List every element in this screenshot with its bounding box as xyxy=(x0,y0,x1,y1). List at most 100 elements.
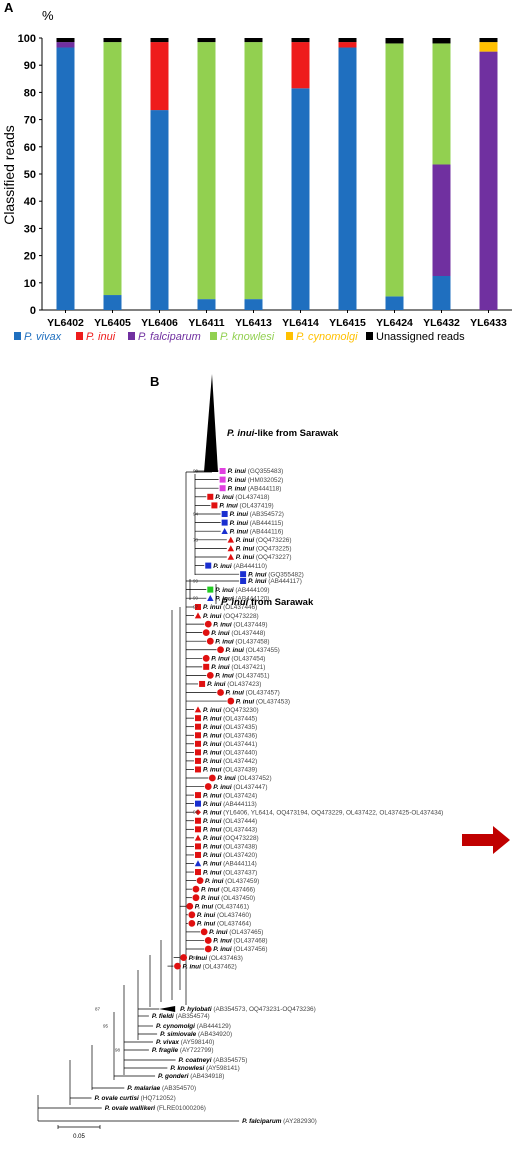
leaf-label-19: P. inui (OL437448) xyxy=(211,630,265,637)
leaf-marker-circle-58 xyxy=(174,962,181,970)
leaf-marker-square-32 xyxy=(195,740,201,747)
leaf-label-10: P. inui (OQ473227) xyxy=(236,554,292,561)
x-tick-label-YL6411: YL6411 xyxy=(188,317,224,329)
bar-segment-YL6414-5 xyxy=(291,38,310,43)
scale-bar-label: 0.05 xyxy=(73,1134,85,1140)
leaf-label-49: P. inui (OL437466) xyxy=(201,886,255,893)
leaf-label-40: P. inui (YL6406, YL6414, OQ473194, OQ473… xyxy=(203,809,443,816)
x-tick-label-YL6414: YL6414 xyxy=(282,317,319,329)
bar-segment-YL6433-5 xyxy=(479,38,498,43)
tree-leaves: P. inui (GQ355483)P. inui (HM032052)P. i… xyxy=(95,468,443,1125)
y-tick-label: 70 xyxy=(24,115,36,127)
leaf-marker-square-1 xyxy=(219,476,226,483)
leaf-label-53: P. inui (OL437464) xyxy=(197,921,251,928)
leaf-label-12: P. inui (GQ355482) xyxy=(248,571,304,578)
leaf-label-2: P. inui (AB444118) xyxy=(228,485,282,492)
leaf-marker-square-44 xyxy=(195,843,201,850)
bar-segment-YL6402-0 xyxy=(56,47,75,311)
leaf-marker-square-2 xyxy=(219,485,226,492)
leaf-marker-triangle-46 xyxy=(194,860,202,867)
bar-segment-YL6432-3 xyxy=(432,43,451,165)
leaf-label-6: P. inui (AB444115) xyxy=(230,520,284,527)
leaf-label-15: P. inui (AB444120) xyxy=(215,595,269,602)
legend-swatch-inui xyxy=(76,332,83,340)
leaf-marker-square-33 xyxy=(195,749,201,756)
leaf-label-3: P. inui (OL437418) xyxy=(215,494,269,501)
bar-segment-YL6424-3 xyxy=(385,43,404,297)
leaf-label-66: P. knowlesi (AY598141) xyxy=(170,1065,239,1072)
leaf-label-39: P. inui (AB444113) xyxy=(203,801,257,808)
y-axis-title: Classified reads xyxy=(1,125,17,225)
leaf-label-20: P. inui (OL437458) xyxy=(215,638,269,645)
bootstrap-values: 99 94 73 99 99 97 98 69 87 95 98 99 xyxy=(95,0,199,1053)
legend-swatch-cynomolgi xyxy=(286,332,293,340)
bootstrap-value-7: 69 xyxy=(193,955,199,960)
y-tick-label: 90 xyxy=(24,60,36,72)
bar-segment-YL6402-2 xyxy=(56,42,75,48)
legend-swatch-falciparum xyxy=(128,332,135,340)
legend-swatch-knowlesi xyxy=(210,332,217,340)
tree-branches xyxy=(37,470,240,1122)
leaf-label-7: P. inui (AB444116) xyxy=(230,528,284,535)
x-tick-label-YL6415: YL6415 xyxy=(329,317,366,329)
legend-label-vivax: P. vivax xyxy=(24,331,62,343)
leaf-marker-square-42 xyxy=(195,826,201,833)
leaf-label-23: P. inui (OL437421) xyxy=(211,664,265,671)
y-tick-label: 80 xyxy=(24,87,36,99)
bar-segment-YL6432-2 xyxy=(432,164,451,276)
leaf-label-24: P. inui (OL437451) xyxy=(215,673,269,680)
bar-segment-YL6413-0 xyxy=(244,299,263,310)
leaf-label-52: P. inui (OL437460) xyxy=(197,912,251,919)
leaf-marker-square-3 xyxy=(207,493,214,500)
leaf-marker-square-5 xyxy=(221,511,228,517)
bar-segment-YL6414-0 xyxy=(291,88,310,310)
bar-segment-YL6432-0 xyxy=(432,276,451,310)
leaf-label-17: P. inui (OQ473228) xyxy=(203,613,259,620)
panel-b-phylogenetic-tree: B P. inui (GQ355483)P. inui (HM032052)P.… xyxy=(37,0,510,1140)
leaf-marker-square-6 xyxy=(221,519,228,526)
leaf-label-18: P. inui (OL437449) xyxy=(213,621,267,628)
bar-segment-YL6433-4 xyxy=(479,42,498,52)
leaf-marker-square-31 xyxy=(195,732,201,739)
leaf-marker-circle-57 xyxy=(180,954,188,961)
legend-label-unassigned: Unassigned reads xyxy=(376,331,465,343)
clade-label-inui-like: P. inui-like from Sarawak xyxy=(227,428,339,439)
leaf-label-35: P. inui (OL437439) xyxy=(203,767,257,774)
leaf-marker-square-13 xyxy=(240,578,247,584)
leaf-marker-circle-18 xyxy=(204,620,212,628)
leaf-label-9: P. inui (OQ473225) xyxy=(236,546,292,553)
x-tick-label-YL6424: YL6424 xyxy=(376,317,413,329)
bootstrap-value-5: 97 xyxy=(193,605,199,610)
leaf-label-13: P. inui (AB444117) xyxy=(248,578,302,585)
leaf-label-8: P. inui (OQ473226) xyxy=(236,537,292,544)
bootstrap-value-10: 98 xyxy=(115,1048,121,1053)
leaf-marker-square-41 xyxy=(195,817,201,824)
leaf-marker-square-4 xyxy=(211,502,218,509)
leaf-marker-square-39 xyxy=(195,800,201,807)
leaf-label-16: P. inui (OL437446) xyxy=(203,604,257,611)
y-tick-label: 0 xyxy=(30,305,36,317)
leaf-label-50: P. inui (OL437450) xyxy=(201,895,255,902)
leaf-marker-square-16 xyxy=(195,604,201,610)
bootstrap-value-11: 99 xyxy=(151,0,157,1)
arrow-icon xyxy=(462,826,510,854)
leaf-marker-circle-54 xyxy=(200,928,208,936)
x-tick-label-YL6402: YL6402 xyxy=(47,317,84,329)
bar-segment-YL6424-5 xyxy=(385,38,404,44)
leaf-label-11: P. inui (AB444110) xyxy=(213,563,267,570)
leaf-label-1: P. inui (HM032052) xyxy=(228,477,284,484)
leaf-label-44: P. inui (OL437438) xyxy=(203,844,257,851)
bootstrap-value-8: 87 xyxy=(95,1007,101,1012)
leaf-label-14: P. inui (AB444109) xyxy=(215,587,269,594)
legend-label-cynomolgi: P. cynomolgi xyxy=(296,331,358,343)
leaf-marker-circle-51 xyxy=(186,902,194,910)
leaf-marker-collapsed-59 xyxy=(159,1006,176,1012)
leaf-label-70: P. ovale wallikeri (FLRE01000206) xyxy=(105,1105,206,1112)
legend-label-inui: P. inui xyxy=(86,331,116,343)
leaf-marker-circle-22 xyxy=(202,654,210,662)
legend-swatch-vivax xyxy=(14,332,21,340)
leaf-label-22: P. inui (OL437454) xyxy=(211,656,265,663)
bar-segment-YL6411-5 xyxy=(197,38,216,43)
leaf-marker-square-12 xyxy=(240,571,247,578)
leaf-marker-square-25 xyxy=(199,680,206,687)
